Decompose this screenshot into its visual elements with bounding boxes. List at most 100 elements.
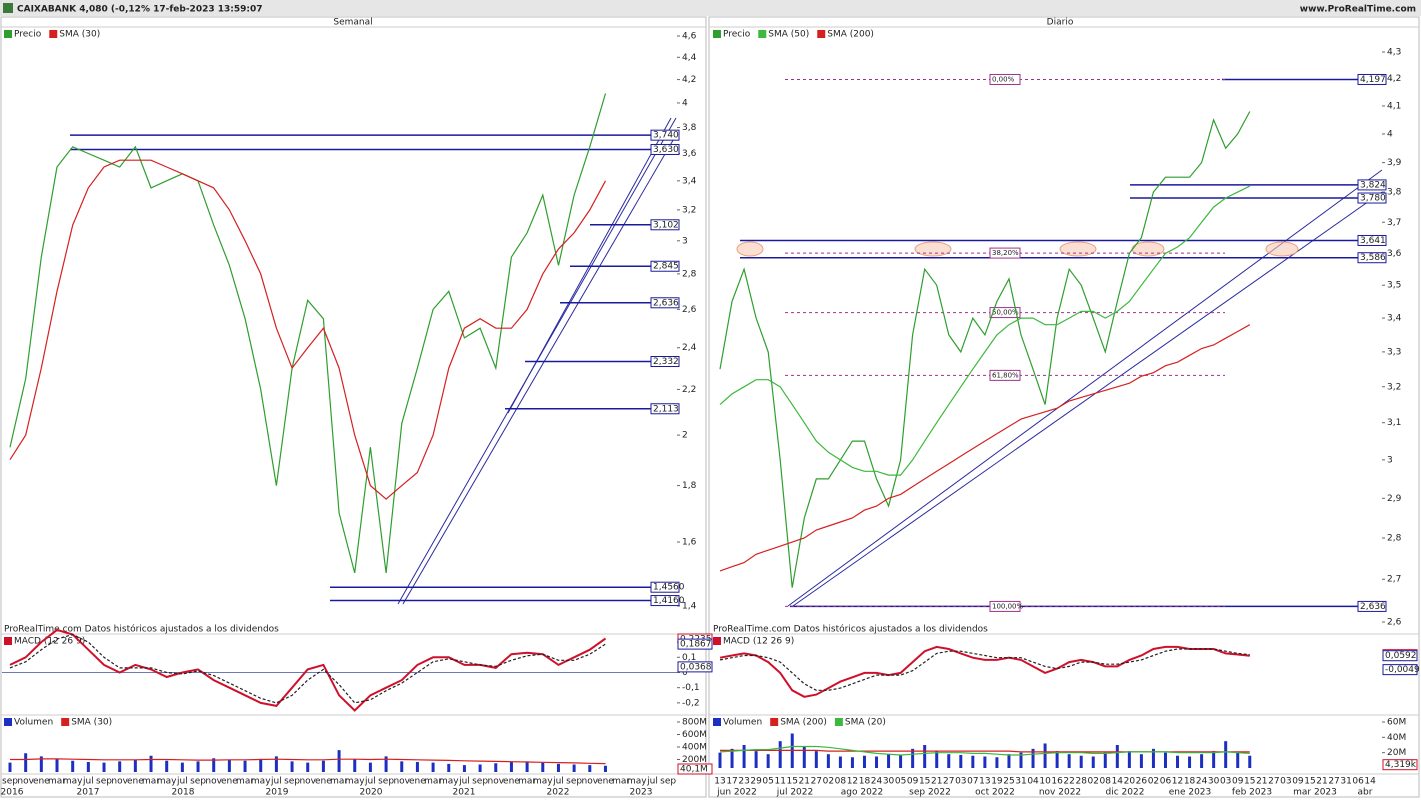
- x-tick-label: ene: [503, 777, 520, 787]
- level-label: 2,636: [1360, 602, 1386, 612]
- level-label: 4,197: [1360, 75, 1386, 85]
- volume-bar: [730, 748, 734, 768]
- fib-label: 0,00%: [992, 75, 1015, 83]
- legend-label: Volumen: [14, 718, 53, 728]
- legend-label: Precio: [14, 30, 42, 40]
- x-tick-label: may: [627, 777, 647, 787]
- level-box: [650, 129, 680, 141]
- volume-bar: [1176, 755, 1180, 768]
- legend-swatch: [49, 30, 58, 38]
- x-period-label: jun 2022: [716, 788, 757, 798]
- volume-bar: [227, 759, 231, 772]
- volume-bar: [862, 755, 866, 768]
- series-line: [9, 633, 606, 704]
- fib-label: 100,00%: [992, 602, 1023, 610]
- volume-bar: [196, 761, 200, 772]
- x-tick-label: 04: [1027, 777, 1039, 787]
- y-tick-label: 2,2: [682, 385, 696, 395]
- y-tick-label: 3,2: [682, 205, 696, 215]
- x-tick-label: 09: [907, 777, 919, 787]
- volume-bar: [149, 755, 153, 772]
- y-tick-label: 60M: [1387, 718, 1406, 728]
- x-tick-label: 21: [931, 777, 942, 787]
- volume-bar: [321, 760, 325, 772]
- x-tick-label: jul: [82, 777, 94, 787]
- y-tick-label: 4: [682, 98, 688, 108]
- level-label: 3,780: [1360, 194, 1386, 204]
- x-tick-label: mar: [612, 777, 630, 787]
- volume-bar: [1019, 752, 1023, 768]
- fib-box: [989, 73, 1021, 85]
- volume-bar: [1200, 754, 1204, 768]
- value-marker-box: [677, 661, 713, 673]
- series-line: [719, 185, 1251, 476]
- trendline: [792, 191, 1383, 607]
- volume-bar: [306, 762, 310, 772]
- x-tick-label: nov: [299, 777, 316, 787]
- volume-bar: [431, 762, 435, 772]
- source-note: ProRealTime.com Datos históricos ajustad…: [713, 624, 988, 635]
- volume-bar: [400, 761, 404, 772]
- level-box: [1357, 73, 1387, 85]
- y-tick-label: 800M: [682, 718, 707, 728]
- x-period-label: 2017: [77, 788, 100, 798]
- x-tick-label: 11: [774, 777, 785, 787]
- x-period-label: 2021: [453, 788, 476, 798]
- x-tick-label: 06: [1352, 777, 1364, 787]
- x-tick-label: jul: [364, 777, 376, 787]
- series-line: [719, 745, 1250, 756]
- value-marker-box: [1382, 650, 1418, 662]
- x-tick-label: 22: [1063, 777, 1074, 787]
- level-box: [1357, 252, 1387, 264]
- y-tick-label: 4,2: [682, 75, 696, 85]
- level-box: [650, 356, 680, 368]
- volume-bar: [541, 762, 545, 772]
- volume-bar: [935, 751, 939, 768]
- legend-label: SMA (20): [845, 718, 886, 728]
- volume-bar: [1031, 748, 1035, 768]
- level-box: [1357, 600, 1387, 612]
- value-marker-box: [1382, 759, 1418, 771]
- x-tick-label: 26: [1136, 777, 1148, 787]
- x-tick-label: mar: [518, 777, 536, 787]
- x-tick-label: 16: [1051, 777, 1063, 787]
- x-tick-label: jul: [646, 777, 658, 787]
- volume-bar: [754, 751, 758, 768]
- x-period-label: sep 2022: [909, 788, 951, 798]
- x-tick-label: mar: [330, 777, 348, 787]
- x-period-label: 2016: [1, 788, 24, 798]
- volume-bar: [1151, 748, 1155, 768]
- level-label: 3,102: [653, 220, 679, 230]
- y-tick-label: 0,1: [682, 653, 696, 663]
- volume-bar: [1236, 752, 1240, 768]
- x-period-label: ene 2023: [1169, 788, 1212, 798]
- volume-bar: [478, 764, 482, 772]
- y-tick-label: 40M: [1387, 733, 1406, 743]
- volume-bar: [1115, 745, 1119, 768]
- x-tick-label: 30: [883, 777, 895, 787]
- volume-bar: [415, 762, 419, 772]
- volume-bar: [1127, 751, 1131, 768]
- volume-bar: [1188, 756, 1192, 768]
- x-tick-label: sep: [660, 777, 676, 787]
- volume-bar: [718, 752, 722, 768]
- y-tick-label: 3,6: [682, 149, 697, 159]
- legend-swatch: [834, 718, 843, 726]
- highlights: [736, 241, 1299, 257]
- x-tick-label: ene: [315, 777, 332, 787]
- fib-label: 61,80%: [992, 371, 1019, 379]
- legend-swatch: [817, 30, 826, 38]
- volume-bar: [1163, 752, 1167, 768]
- level-label: 3,630: [653, 145, 679, 155]
- x-tick-label: 03: [1280, 777, 1291, 787]
- highlight: [736, 241, 764, 257]
- x-tick-label: 14: [1112, 777, 1124, 787]
- volume-bar: [1079, 755, 1083, 768]
- level-label: 3,586: [1360, 253, 1386, 263]
- value-marker-label: 0,0592: [1385, 651, 1417, 661]
- x-period-label: oct 2022: [975, 788, 1015, 798]
- x-tick-label: may: [439, 777, 459, 787]
- x-tick-label: nov: [393, 777, 410, 787]
- volume-bar: [494, 763, 498, 772]
